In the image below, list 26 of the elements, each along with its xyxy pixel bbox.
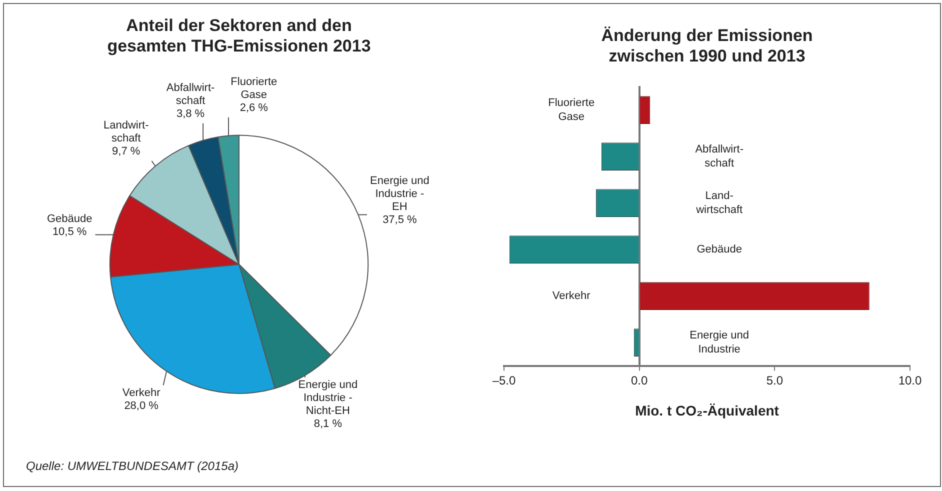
x-tick-label: 5.0	[766, 373, 784, 388]
x-tick-label: –5.0	[492, 373, 516, 388]
chart-title: Anteil der Sektoren and den gesamten THG-Emissionen 2013	[107, 16, 371, 56]
y-tick-label: Gebäude	[696, 244, 742, 256]
x-axis-title: Mio. t CO₂-Äquivalent	[635, 402, 780, 418]
slice-label: Landwirt- schaft	[103, 120, 150, 144]
slice-label: Energie und Industrie - EH	[370, 174, 430, 213]
data-label: 10,5 %	[52, 226, 87, 238]
slice-label: Abfallwirt- schaft	[166, 82, 215, 107]
chart-title: Änderung der Emissionen zwischen 1990 und 2013	[601, 26, 813, 66]
data-label: 28,0 %	[124, 400, 159, 412]
data-label: 8,1 %	[314, 418, 342, 430]
slice-label: Fluorierte Gase	[230, 76, 278, 101]
y-tick-label: Abfallwirt- schaft	[695, 144, 744, 170]
slice-label: Verkehr	[122, 386, 161, 399]
data-label: 9,7 %	[112, 146, 140, 158]
y-tick-label: Energie und Industrie	[690, 330, 749, 356]
data-label: 37,5 %	[382, 214, 418, 226]
y-tick-label: Land- wirtschaft	[695, 190, 743, 216]
data-label: 3,8 %	[176, 108, 205, 120]
x-tick-label: 0.0	[630, 373, 648, 388]
data-label: 2,6 %	[240, 102, 268, 114]
source-note: Quelle: UMWELTBUNDESAMT (2015a)	[26, 459, 238, 473]
slice-label: Gebäude	[46, 213, 92, 226]
slice-label: Energie und Industrie - Nicht-EH	[298, 379, 358, 418]
x-tick-label: 10.0	[898, 373, 922, 388]
